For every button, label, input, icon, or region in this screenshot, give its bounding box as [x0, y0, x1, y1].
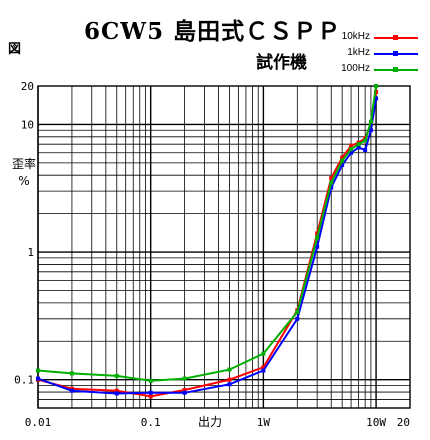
data-point-100Hz: [329, 180, 334, 185]
y-tick-label: 1: [27, 246, 34, 259]
data-point-1kHz: [315, 244, 320, 249]
data-point-10kHz: [182, 388, 187, 393]
legend: 10kHz 1kHz 100Hz: [330, 30, 430, 78]
legend-label: 100Hz: [341, 63, 370, 74]
y-axis-label: 歪率%: [12, 157, 37, 188]
data-point-1kHz: [148, 390, 153, 395]
x-tick-label: 10W: [366, 416, 386, 429]
data-point-100Hz: [315, 235, 320, 240]
x-tick-label: 1W: [257, 416, 271, 429]
data-point-1kHz: [69, 388, 74, 393]
legend-item: 100Hz: [330, 62, 430, 78]
legend-label: 1kHz: [347, 47, 370, 58]
data-point-1kHz: [227, 382, 232, 387]
data-point-1kHz: [114, 391, 119, 396]
legend-marker: [393, 67, 398, 72]
data-point-1kHz: [36, 376, 40, 381]
data-point-1kHz: [182, 390, 187, 395]
figure-label: 図: [8, 42, 22, 57]
series-line-100Hz: [37, 85, 378, 382]
y-tick-label: 20: [21, 80, 34, 93]
y-tick-label: 0.1: [14, 374, 34, 387]
legend-item: 10kHz: [330, 30, 430, 46]
data-point-10kHz: [315, 231, 320, 236]
data-point-10kHz: [349, 143, 354, 148]
data-point-100Hz: [36, 368, 40, 373]
data-point-100Hz: [295, 309, 300, 314]
legend-item: 1kHz: [330, 46, 430, 62]
data-point-100Hz: [148, 378, 153, 383]
x-tick-label: 20: [397, 416, 410, 429]
data-point-1kHz: [295, 316, 300, 321]
data-point-100Hz: [182, 376, 187, 381]
data-point-10kHz: [114, 388, 119, 393]
series-line-10kHz: [37, 91, 378, 398]
plot-frame: [37, 85, 411, 409]
data-point-100Hz: [368, 119, 373, 124]
y-tick-label: 10: [21, 118, 34, 131]
data-point-10kHz: [340, 155, 345, 160]
data-point-100Hz: [69, 371, 74, 376]
legend-marker: [393, 51, 398, 56]
data-point-1kHz: [363, 148, 368, 153]
data-point-1kHz: [368, 128, 373, 133]
data-point-10kHz: [261, 365, 266, 370]
x-tick-label: 0.1: [141, 416, 161, 429]
data-point-10kHz: [329, 176, 334, 181]
data-point-100Hz: [363, 138, 368, 143]
data-point-100Hz: [114, 373, 119, 378]
x-tick-label: 0.01: [25, 416, 52, 429]
data-point-100Hz: [349, 147, 354, 152]
data-point-10kHz: [227, 377, 232, 382]
x-axis-label: 出力: [198, 415, 223, 429]
legend-marker: [393, 35, 398, 40]
data-point-1kHz: [340, 163, 345, 168]
data-point-100Hz: [374, 84, 379, 88]
chart-subtitle: 試作機: [256, 53, 307, 73]
legend-label: 10kHz: [341, 31, 370, 42]
data-point-100Hz: [261, 351, 266, 356]
data-point-100Hz: [356, 142, 361, 147]
data-point-1kHz: [329, 185, 334, 190]
data-point-100Hz: [340, 158, 345, 163]
data-point-1kHz: [349, 150, 354, 155]
series-line-1kHz: [37, 98, 378, 395]
data-point-100Hz: [227, 367, 232, 372]
data-point-1kHz: [374, 96, 379, 101]
data-point-10kHz: [148, 394, 153, 399]
data-point-1kHz: [356, 145, 361, 150]
chart-title: 6CW5 島田式ＣＳＰＰ: [84, 18, 342, 45]
data-point-1kHz: [261, 368, 266, 373]
